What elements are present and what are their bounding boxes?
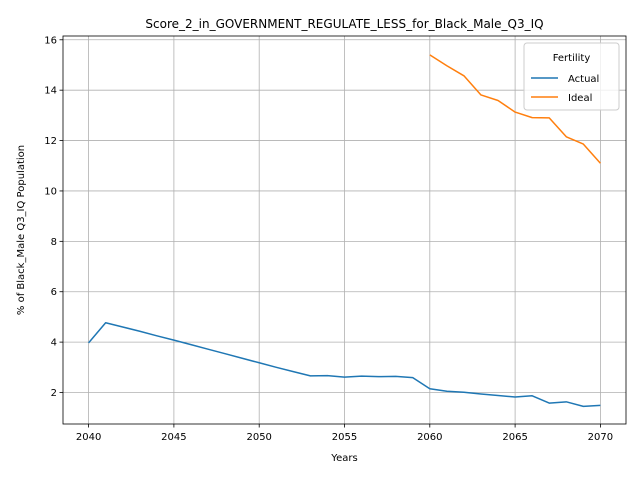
y-tick-label: 2 [51, 388, 57, 399]
x-tick-label: 2070 [588, 432, 613, 443]
legend-label-actual: Actual [568, 74, 599, 85]
x-tick-label: 2050 [246, 432, 271, 443]
y-axis-label: % of Black_Male Q3_IQ Population [16, 145, 27, 315]
series-line-ideal [429, 54, 601, 164]
y-tick-label: 14 [44, 86, 57, 97]
legend-title: Fertility [553, 53, 591, 64]
y-tick-label: 4 [51, 338, 57, 349]
x-ticks: 2040 2045 2050 2055 2060 2065 2070 [76, 424, 613, 443]
x-tick-label: 2045 [161, 432, 186, 443]
x-axis-label: Years [330, 453, 357, 464]
y-tick-label: 12 [44, 136, 57, 147]
x-tick-label: 2040 [76, 432, 101, 443]
series-group [88, 54, 601, 408]
legend: Fertility Actual Ideal [523, 42, 620, 111]
legend-box [523, 42, 620, 111]
grid [63, 36, 626, 424]
y-tick-label: 10 [44, 186, 57, 197]
x-tick-label: 2055 [332, 432, 357, 443]
y-tick-label: 6 [51, 287, 57, 298]
chart-title: Score_2_in_GOVERNMENT_REGULATE_LESS_for_… [145, 17, 543, 31]
legend-label-ideal: Ideal [568, 93, 592, 104]
y-tick-label: 8 [51, 237, 57, 248]
x-tick-label: 2060 [417, 432, 442, 443]
x-tick-label: 2065 [502, 432, 527, 443]
y-ticks: 2 4 6 8 10 12 14 16 [44, 35, 63, 399]
series-line-actual [88, 321, 601, 408]
y-tick-label: 16 [44, 35, 57, 46]
